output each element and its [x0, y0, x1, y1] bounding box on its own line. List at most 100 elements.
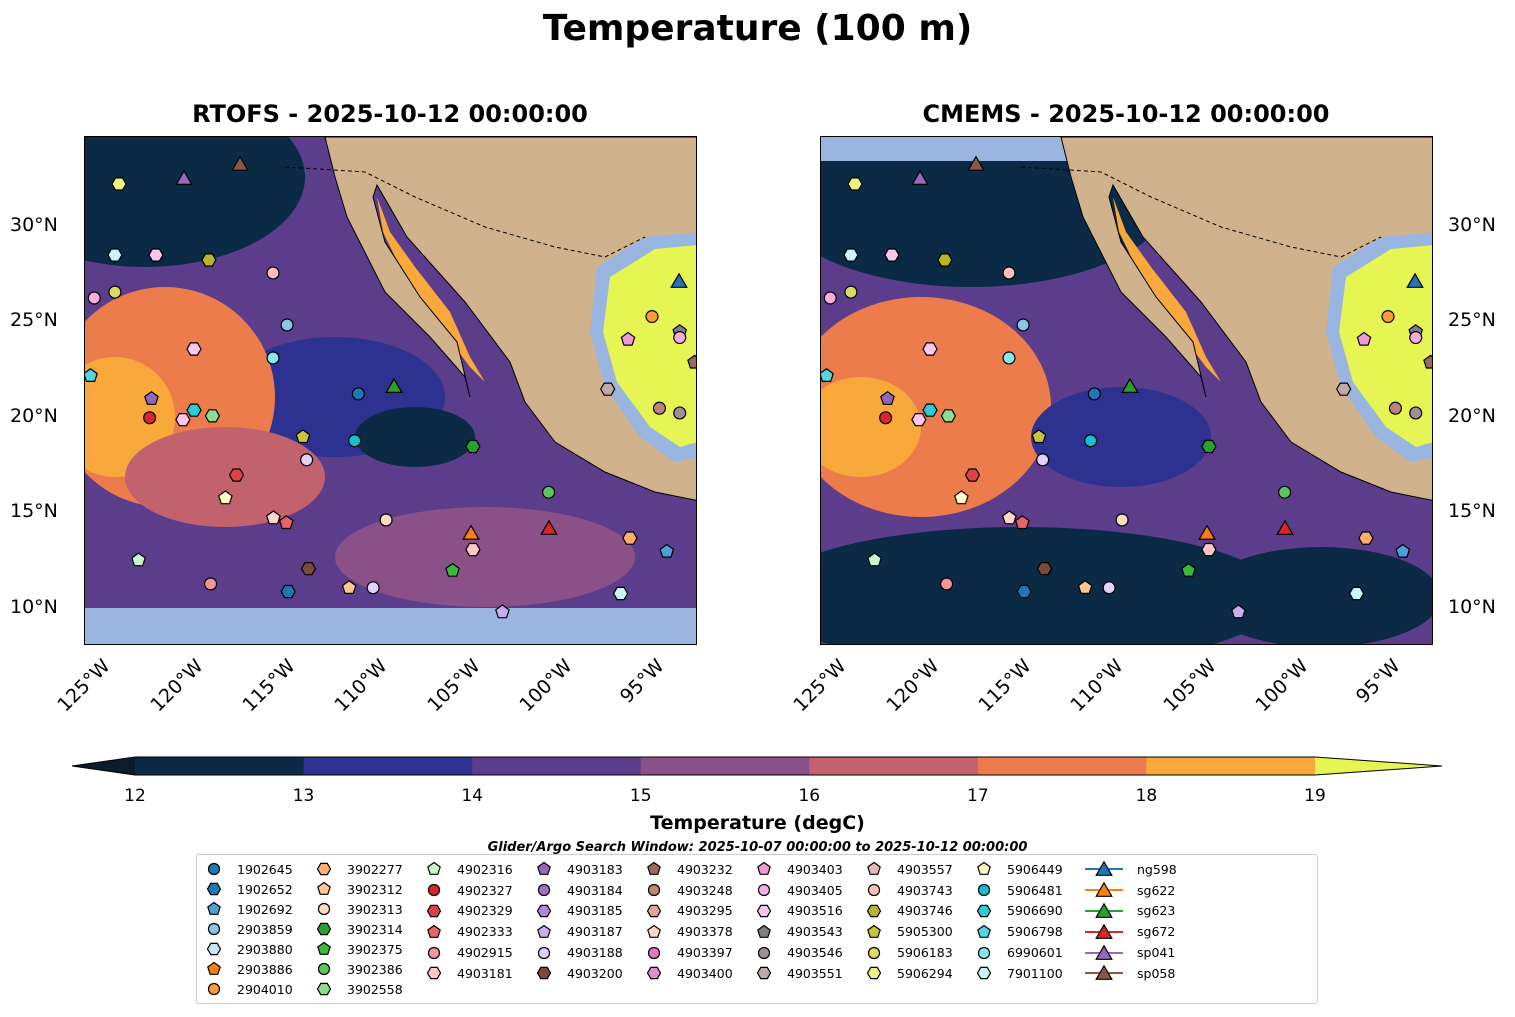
legend-marker	[1095, 902, 1113, 918]
map-feature	[284, 166, 646, 258]
search-window-text: Glider/Argo Search Window: 2025-10-07 00…	[487, 840, 1028, 855]
marker-3902314	[465, 439, 481, 454]
marker-5906294	[847, 177, 863, 191]
marker-3902314	[1201, 439, 1217, 454]
legend-item: 4903746	[865, 901, 969, 922]
legend-marker	[867, 924, 881, 938]
marker-4903516	[922, 342, 938, 356]
colorbar-tick-label: 12	[124, 786, 146, 806]
marker-4903181	[465, 542, 481, 557]
marker-4903516	[911, 413, 927, 427]
colorbar-segment	[1146, 757, 1316, 775]
legend-item: ng598	[1085, 859, 1189, 880]
hexagon-marker-icon	[976, 967, 992, 980]
legend-label: 2904010	[237, 981, 293, 997]
legend-item: 3902277	[315, 859, 419, 879]
marker-3902375	[1181, 562, 1196, 577]
legend-marker	[537, 862, 551, 876]
colorbar-tick-label: 13	[292, 786, 315, 806]
circle-marker-icon	[867, 884, 881, 897]
legend-label: 5906481	[1007, 882, 1063, 898]
legend-item: sg622	[1085, 880, 1189, 901]
legend-label: 4902327	[457, 882, 513, 898]
marker-2903859	[280, 318, 294, 332]
colorbar-segment	[472, 757, 642, 775]
legend-item: 2903859	[205, 919, 309, 939]
map-feature	[1201, 547, 1432, 644]
pentagon-marker-icon	[207, 961, 221, 975]
marker-5906481	[348, 434, 362, 448]
legend-marker	[317, 941, 331, 955]
colorbar-segment	[640, 757, 810, 775]
legend-marker	[316, 982, 332, 996]
marker-5905300	[1031, 429, 1047, 444]
map-feature	[335, 507, 635, 607]
legend-item: 4903405	[755, 880, 859, 901]
lon-tick-label: 105°W	[1159, 655, 1221, 717]
marker-sp058	[967, 155, 985, 171]
legend-marker	[977, 884, 991, 897]
circle-marker-icon	[317, 962, 331, 976]
marker-3902375	[445, 562, 460, 577]
triangle-marker-icon	[1085, 923, 1123, 939]
marker-5906481	[1084, 434, 1098, 448]
pentagon-marker-icon	[427, 862, 441, 876]
circle-marker-icon	[207, 922, 221, 936]
marker-4903743	[1002, 266, 1016, 280]
marker-4903405	[1409, 331, 1423, 345]
marker-4903405	[823, 291, 837, 305]
lon-tick-label: 110°W	[1066, 655, 1128, 717]
legend-marker	[427, 884, 441, 897]
marker-4902327	[143, 411, 157, 425]
lon-tick-label: 95°W	[1352, 655, 1405, 708]
marker-sg623	[385, 377, 403, 393]
legend-item: 4902329	[425, 901, 529, 922]
legend-column: ng598 sg622 sg623 sg672 sp041 sp058	[1085, 859, 1189, 999]
legend-item: 4903403	[755, 859, 859, 880]
legend-marker	[207, 982, 221, 996]
marker-4902329	[964, 468, 981, 482]
legend-item: 4903557	[865, 859, 969, 880]
legend-item: 4902333	[425, 921, 529, 942]
map-feature	[821, 377, 921, 477]
lat-tick-label: 10°N	[10, 595, 58, 618]
legend-label: 4903746	[897, 903, 953, 919]
legend-label: 1902652	[237, 881, 293, 897]
legend-label: 4903188	[567, 945, 623, 961]
legend-marker	[427, 924, 441, 938]
legend-item: 4902316	[425, 859, 529, 880]
pentagon-marker-icon	[207, 901, 221, 915]
circle-marker-icon	[537, 884, 551, 897]
legend-label: 4903295	[677, 903, 733, 919]
legend-label: 3902277	[347, 861, 403, 877]
hexagon-marker-icon	[646, 967, 662, 980]
legend-item: sp058	[1085, 963, 1189, 984]
marker-5906183	[844, 285, 858, 299]
circle-marker-icon	[647, 946, 661, 959]
marker-4903405	[673, 331, 687, 345]
pentagon-marker-icon	[757, 924, 771, 938]
circle-marker-icon	[207, 982, 221, 996]
marker-4903403	[1356, 331, 1372, 346]
legend-label: 3902314	[347, 921, 403, 937]
map-feature	[1060, 137, 1432, 501]
circle-marker-icon	[757, 946, 771, 959]
legend-marker	[976, 904, 992, 918]
map-feature	[821, 527, 1281, 644]
map-feature	[85, 137, 305, 267]
colorbar-tick-label: 16	[798, 786, 821, 806]
lon-tick-label: 125°W	[53, 655, 115, 717]
hexagon-marker-icon	[536, 904, 552, 918]
marker-7901100	[1348, 586, 1365, 601]
legend-marker	[647, 946, 661, 959]
lat-tick-label: 20°N	[1448, 404, 1496, 427]
legend-item: 1902645	[205, 859, 309, 879]
legend-marker	[1095, 964, 1113, 981]
marker-4903403	[620, 331, 636, 346]
hexagon-marker-icon	[536, 967, 552, 980]
legend-marker	[866, 967, 882, 980]
marker-sp041	[175, 169, 193, 186]
legend-item: 3902386	[315, 959, 419, 979]
marker-4903551	[600, 382, 616, 396]
